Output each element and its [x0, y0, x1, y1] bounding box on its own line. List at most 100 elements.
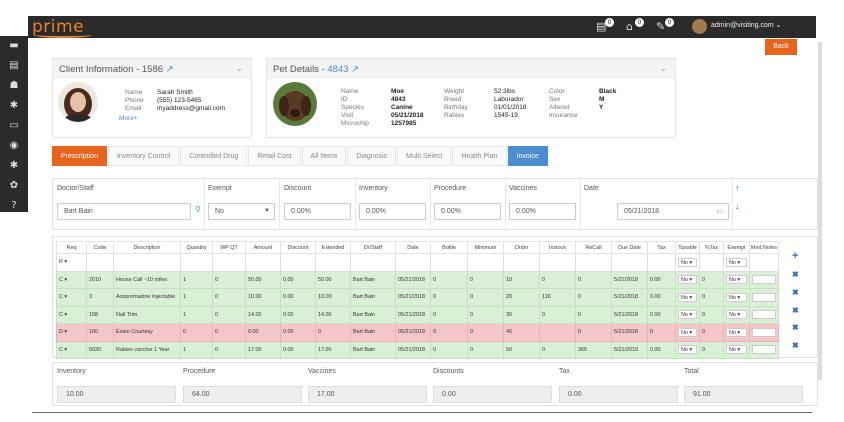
database-icon[interactable]: ▤ [9, 60, 19, 71]
eye-icon[interactable]: ◉ [9, 140, 19, 151]
invoice-cell[interactable]: 0 [467, 323, 504, 342]
select-box[interactable]: No ▾ [726, 275, 747, 285]
invoice-cell[interactable]: 0 [180, 323, 213, 342]
bell-icon[interactable]: ⌂ 0 [626, 18, 648, 34]
invoice-cell[interactable] [748, 270, 780, 289]
client-more-link[interactable]: More+ [119, 115, 138, 122]
invoice-cell[interactable]: 6030 [86, 340, 114, 359]
invoice-cell[interactable]: 05/21/2018 [395, 305, 431, 324]
invoice-cell[interactable]: 0 [467, 340, 504, 359]
invoice-cell[interactable]: 2010 [86, 270, 114, 289]
tab-invoice[interactable]: Invoice [507, 146, 548, 166]
invoice-cell[interactable]: No ▾ [723, 288, 750, 307]
invoice-cell[interactable]: 50 [503, 340, 540, 359]
invoice-cell[interactable]: 0 [539, 340, 576, 359]
staff-cell[interactable] [350, 253, 396, 272]
invoice-cell[interactable]: 05/21/2018 [395, 270, 431, 289]
invoice-cell[interactable]: 0 [212, 305, 246, 324]
discount-cell[interactable] [280, 253, 316, 272]
gear-icon[interactable]: ✱ [9, 100, 19, 111]
taxable-select[interactable]: No ▾ [675, 253, 700, 272]
column-header[interactable]: Tax [647, 241, 676, 254]
column-header[interactable]: Minimum [467, 241, 504, 254]
inventory-input[interactable]: 0.00% [359, 203, 426, 220]
med-notes-input[interactable] [752, 310, 777, 320]
back-button[interactable]: Back [765, 39, 797, 55]
invoice-cell[interactable]: Acepromazine Injectable [113, 288, 181, 307]
new-entry-row[interactable]: R ▾ No ▾ No ▾ [56, 253, 780, 272]
delete-row-icon[interactable]: ✖ [792, 288, 799, 297]
extended-cell[interactable] [315, 253, 351, 272]
due-date-cell[interactable] [611, 253, 648, 272]
user-menu[interactable]: admin@visiting.com ⌄ [711, 22, 782, 29]
tab-retail-cost[interactable]: Retail Cost [248, 146, 301, 166]
invoice-cell[interactable]: 1 [180, 288, 213, 307]
column-header[interactable]: Description [113, 241, 181, 254]
invoice-cell[interactable] [539, 323, 576, 342]
invoice-cell[interactable]: 05/21/2018 [395, 340, 431, 359]
invoice-cell[interactable]: 0.00 [245, 323, 281, 342]
chevron-down-icon[interactable]: ⌄ [235, 63, 243, 73]
invoice-cell[interactable]: 0.00 [280, 305, 316, 324]
invoice-cell[interactable]: 5/21/2018 [611, 305, 648, 324]
invoice-cell[interactable]: 0 [430, 323, 468, 342]
invoice-cell[interactable]: 158 [86, 305, 114, 324]
invoice-cell[interactable]: 5/21/2018 [611, 323, 648, 342]
invoice-cell[interactable]: C ▾ [56, 288, 87, 307]
invoice-row[interactable]: D ▾ 160 Exam Courtesy 0 0 0.00 0.00 0 Bart Bain 0… [56, 323, 780, 342]
tab-prescription[interactable]: Prescription [52, 146, 107, 166]
invoice-cell[interactable]: 40 [503, 323, 540, 342]
invoice-cell[interactable]: C ▾ [56, 305, 87, 324]
invoice-cell[interactable]: Bart Bain [350, 288, 396, 307]
calendar-icon[interactable]: ▤ 0 [596, 18, 618, 34]
invoice-row[interactable]: C ▾ 158 Nail Trim 1 0 14.00 0.00 14.00 Bart Bain… [56, 305, 780, 324]
invoice-cell[interactable]: 30 [503, 305, 540, 324]
invoice-cell[interactable]: 0 [539, 270, 576, 289]
delete-row-icon[interactable]: ✖ [792, 306, 799, 315]
tab-multi-select[interactable]: Multi Select [397, 146, 452, 166]
pet-id-link[interactable]: 4843 [327, 64, 349, 75]
invoice-cell[interactable]: House Call ~10 miles [113, 270, 181, 289]
invoice-cell[interactable]: No ▾ [675, 305, 700, 324]
invoice-cell[interactable]: 0 [212, 323, 246, 342]
invoice-cell[interactable]: 50.00 [245, 270, 281, 289]
req-select[interactable]: R ▾ [56, 253, 87, 272]
column-header[interactable]: Date [395, 241, 431, 254]
column-header[interactable]: Req [56, 241, 87, 254]
invoice-cell[interactable]: 0.00 [280, 323, 316, 342]
procedure-input[interactable]: 0.00% [434, 203, 501, 220]
invoice-cell[interactable]: 116 [539, 288, 576, 307]
invoice-cell[interactable]: D ▾ [56, 323, 87, 342]
column-header[interactable]: ReCall [575, 241, 612, 254]
column-header[interactable]: Taxable [675, 241, 700, 254]
med-notes-input[interactable] [752, 327, 777, 337]
invoice-cell[interactable]: 0 [430, 288, 468, 307]
delete-row-icon[interactable]: ✖ [792, 323, 799, 332]
tab-diagnosis[interactable]: Diagnosis [347, 146, 397, 166]
invoice-cell[interactable]: 10 [503, 270, 540, 289]
invoice-cell[interactable]: 0.00 [647, 305, 676, 324]
user-avatar[interactable] [692, 19, 707, 34]
invoice-row[interactable]: C ▾ 2010 House Call ~10 miles 1 0 50.00 0.00 50… [56, 270, 780, 289]
column-header[interactable]: Amount [245, 241, 281, 254]
select-box[interactable]: No ▾ [726, 327, 747, 337]
invoice-cell[interactable]: 05/21/2018 [395, 288, 431, 307]
invoice-cell[interactable]: No ▾ [723, 340, 750, 359]
exempt-select[interactable]: No ▾ [723, 253, 750, 272]
invoice-cell[interactable]: 0 [467, 288, 504, 307]
users-icon[interactable]: ☗ [9, 80, 19, 91]
invoice-cell[interactable] [748, 288, 780, 307]
invoice-cell[interactable]: 14.00 [245, 305, 281, 324]
invoice-cell[interactable]: 0 [315, 323, 351, 342]
chevron-down-icon[interactable]: ⌄ [659, 63, 667, 73]
invoice-cell[interactable]: 14.00 [315, 305, 351, 324]
tab-all-items[interactable]: All Items [301, 146, 347, 166]
invoice-cell[interactable]: 0 [539, 305, 576, 324]
delete-row-icon[interactable]: ✖ [792, 341, 799, 350]
minimum-cell[interactable] [467, 253, 504, 272]
arrow-down-icon[interactable]: ↓ [735, 201, 740, 211]
paw-icon[interactable]: ✿ [9, 180, 19, 191]
column-header[interactable]: Order [503, 241, 540, 254]
menu-icon[interactable]: ▬ [9, 40, 19, 51]
bottle-cell[interactable] [430, 253, 468, 272]
